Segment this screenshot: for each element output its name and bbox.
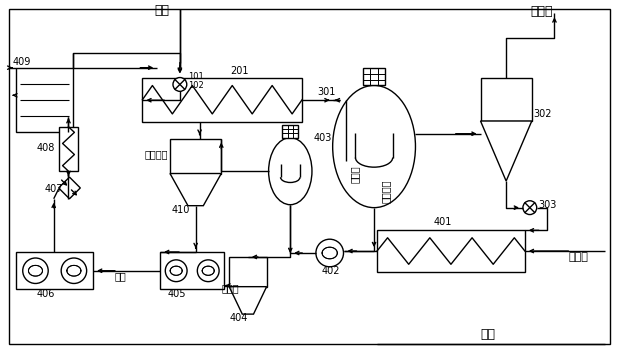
Text: 404: 404 — [229, 313, 248, 323]
Polygon shape — [229, 287, 267, 314]
Text: 402: 402 — [322, 266, 340, 276]
Bar — [160, 252, 224, 289]
Text: 101: 101 — [188, 72, 204, 82]
Text: 407: 407 — [45, 184, 63, 194]
Text: 合成气: 合成气 — [530, 5, 553, 19]
Text: 102: 102 — [188, 81, 204, 90]
Circle shape — [61, 258, 87, 284]
Text: 403: 403 — [314, 133, 332, 142]
Text: 409: 409 — [12, 57, 31, 67]
Ellipse shape — [269, 138, 312, 205]
Circle shape — [173, 78, 187, 91]
Text: 410: 410 — [172, 204, 191, 215]
Ellipse shape — [332, 85, 415, 208]
Polygon shape — [59, 177, 80, 199]
Text: 406: 406 — [37, 289, 54, 299]
Polygon shape — [170, 174, 221, 206]
Text: 可燃煤气: 可燃煤气 — [381, 179, 391, 203]
Text: 氨溶液: 氨溶液 — [221, 284, 239, 293]
Text: 408: 408 — [37, 143, 55, 153]
Text: 301: 301 — [317, 87, 335, 97]
Text: 加热: 加热 — [115, 272, 127, 282]
Bar — [59, 127, 79, 171]
Text: 201: 201 — [230, 65, 249, 76]
Bar — [363, 68, 385, 85]
Text: 高温烟气: 高温烟气 — [144, 149, 168, 159]
Text: 烟气: 烟气 — [480, 328, 495, 341]
Bar — [142, 78, 302, 122]
Bar — [229, 257, 267, 287]
Text: 氧化气: 氧化气 — [568, 252, 588, 262]
Circle shape — [523, 201, 537, 215]
Bar — [282, 125, 298, 138]
Circle shape — [165, 260, 187, 282]
Text: 302: 302 — [534, 109, 552, 119]
Text: 401: 401 — [433, 217, 452, 228]
Bar — [377, 230, 525, 272]
Bar — [16, 252, 93, 289]
Text: 原料: 原料 — [155, 5, 170, 18]
Circle shape — [316, 239, 344, 267]
Polygon shape — [480, 121, 532, 181]
Text: 405: 405 — [168, 289, 186, 299]
Text: 水蒸气: 水蒸气 — [349, 166, 360, 183]
Circle shape — [197, 260, 219, 282]
Text: 303: 303 — [539, 199, 557, 210]
Bar — [16, 68, 74, 132]
Bar — [480, 78, 532, 121]
Bar — [170, 139, 221, 174]
Circle shape — [23, 258, 48, 284]
